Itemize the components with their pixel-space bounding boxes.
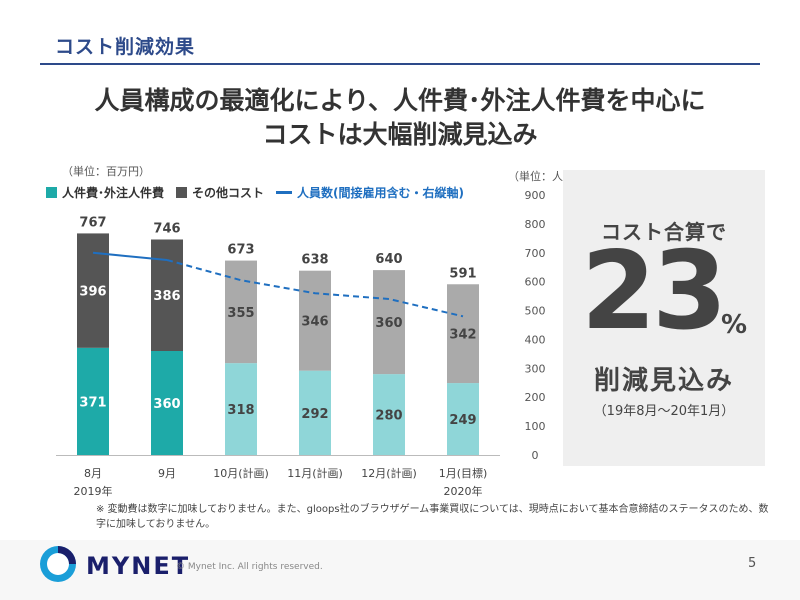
x-tick-label: 1月(目標)	[439, 466, 488, 480]
bar-other-cost	[447, 284, 479, 384]
headcount-line-actual	[92, 251, 168, 261]
mynet-logo-icon	[40, 546, 76, 582]
bar-total-label: 638	[301, 253, 328, 268]
bar-label-personnel: 292	[301, 407, 328, 422]
bar-label-other: 346	[301, 315, 328, 330]
bar-other-cost	[373, 270, 405, 375]
left-axis-unit: （単位：百万円）	[62, 165, 150, 178]
bar-personnel	[77, 347, 109, 455]
bar-label-personnel: 318	[227, 403, 254, 418]
headline: 人員構成の最適化により、人件費･外注人件費を中心に コストは大幅削減見込み	[0, 84, 800, 152]
section-title: コスト削減効果	[55, 36, 196, 58]
legend-personnel: 人件費･外注人件費	[46, 184, 164, 201]
chart-legend: 人件費･外注人件費 その他コスト 人員数(間接雇用含む・右縦軸)	[46, 184, 476, 201]
legend-swatch-headcount	[276, 191, 293, 194]
x-tick-label: 9月	[158, 467, 176, 480]
right-axis-tick: 200	[525, 391, 546, 404]
bar-label-other: 360	[375, 316, 402, 331]
callout-bottom-text: 削減見込み	[593, 366, 734, 396]
right-axis-tick: 600	[525, 276, 546, 289]
bar-personnel	[447, 383, 479, 455]
bar-label-other: 396	[79, 285, 106, 300]
logo-text: MYNET	[86, 552, 191, 580]
headline-line-1: 人員構成の最適化により、人件費･外注人件費を中心に	[94, 86, 706, 115]
right-axis-tick: 800	[525, 218, 546, 231]
bar-label-other: 355	[227, 306, 254, 321]
stacked-bar-chart: 371 396 767 8月 2019年 360 386 746 9月 318 355 673 10月(…	[56, 189, 546, 498]
right-axis-tick: 100	[525, 420, 546, 433]
callout-big-number: 23	[581, 229, 727, 354]
legend-label-personnel: 人件費･外注人件費	[62, 186, 165, 200]
x-tick-label: 10月(計画)	[213, 466, 269, 480]
bar-total-label: 746	[153, 221, 180, 236]
bar-label-other: 342	[449, 328, 476, 343]
bar-other-cost	[299, 270, 331, 371]
x-tick-label: 11月(計画)	[287, 466, 343, 480]
callout-period: （19年8月～20年1月）	[593, 404, 735, 419]
title-divider	[40, 63, 760, 65]
footnote: ※ 変動費は数字に加味しておりません。また、gloops社のブラウザゲーム事業買…	[96, 504, 769, 530]
footer	[0, 540, 800, 600]
legend-label-other: その他コスト	[192, 186, 265, 200]
bar-personnel	[151, 351, 183, 455]
x-year-label: 2020年	[444, 484, 483, 498]
headcount-line-plan	[166, 259, 464, 318]
legend-other: その他コスト	[176, 184, 264, 201]
bar-total-label: 640	[375, 252, 402, 267]
right-axis-tick: 500	[525, 305, 546, 318]
x-tick-label: 12月(計画)	[361, 466, 417, 480]
bar-personnel	[225, 363, 257, 455]
callout-top-text: コスト合算で	[601, 220, 727, 244]
bar-label-personnel: 371	[79, 395, 106, 410]
x-year-label: 2019年	[74, 484, 113, 498]
bar-label-personnel: 280	[375, 409, 402, 424]
copyright: © Mynet Inc. All rights reserved.	[176, 562, 323, 572]
bar-personnel	[373, 374, 405, 455]
legend-headcount: 人員数(間接雇用含む・右縦軸)	[276, 184, 464, 201]
right-axis-tick: 0	[532, 449, 539, 462]
callout-percent-sign: %	[721, 310, 748, 340]
bar-total-label: 767	[79, 215, 106, 230]
right-axis-tick: 300	[525, 362, 546, 375]
headline-line-2: コストは大幅削減見込み	[262, 120, 538, 149]
bar-personnel	[299, 370, 331, 455]
reduction-callout: コスト合算で 23 % 削減見込み （19年8月～20年1月）	[563, 170, 765, 466]
bar-label-personnel: 249	[449, 413, 476, 428]
bar-other-cost	[77, 233, 109, 348]
bar-label-personnel: 360	[153, 397, 180, 412]
x-tick-label: 8月	[84, 467, 102, 480]
legend-swatch-personnel	[46, 187, 57, 198]
bar-total-label: 673	[227, 243, 254, 258]
bar-total-label: 591	[449, 266, 476, 281]
right-axis-tick: 700	[525, 247, 546, 260]
bar-label-other: 386	[153, 289, 180, 304]
legend-swatch-other	[176, 187, 188, 198]
right-axis-unit: （単位：人）	[508, 170, 574, 183]
right-axis-tick: 900	[525, 189, 546, 202]
legend-label-headcount: 人員数(間接雇用含む・右縦軸)	[297, 186, 465, 200]
page-number: 5	[748, 556, 757, 571]
right-axis-tick: 400	[525, 333, 546, 346]
